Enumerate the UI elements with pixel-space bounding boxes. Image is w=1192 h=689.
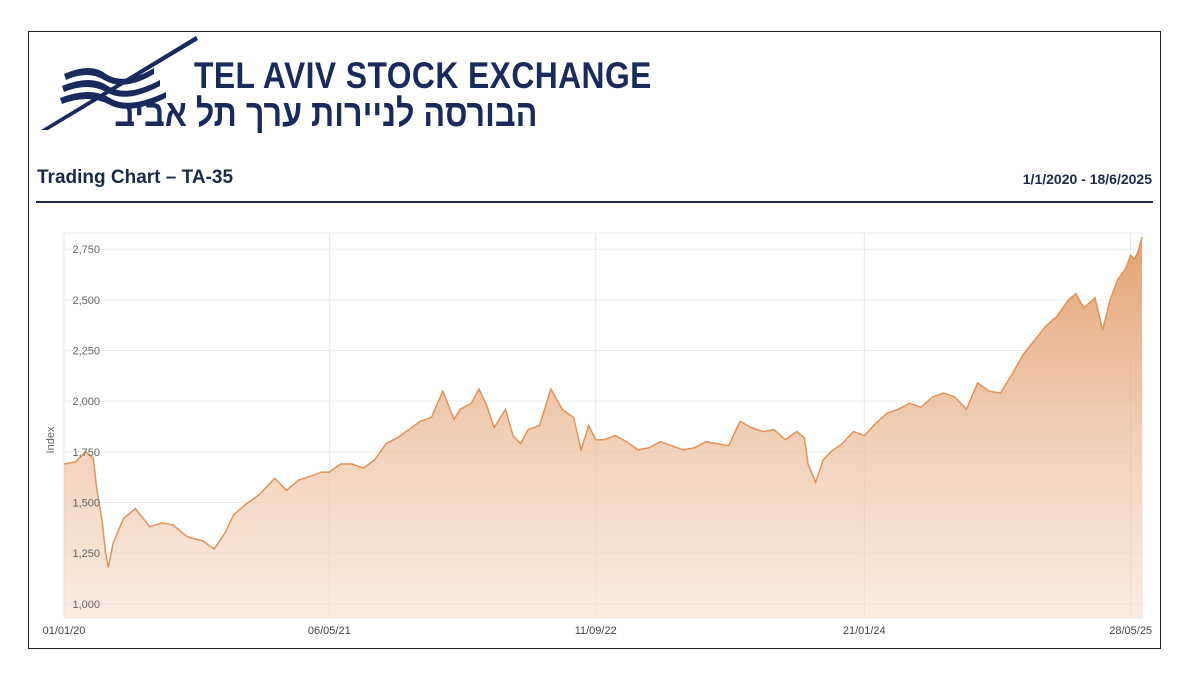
org-name-he: הבורסה לניירות ערך תל אביב xyxy=(114,93,538,135)
y-tick-label: 2,500 xyxy=(72,295,100,307)
series-area xyxy=(64,237,1142,618)
y-tick-label: 2,750 xyxy=(72,244,100,256)
chart-title: Trading Chart – TA-35 xyxy=(37,167,234,188)
ta35-area-chart: 1,000 1,250 1,500 1,750 2,000 2,250 2,500 2,750… xyxy=(43,232,1152,637)
date-range: 1/1/2020 - 18/6/2025 xyxy=(1022,171,1152,187)
x-tick-label: 28/05/25 xyxy=(1109,625,1152,637)
x-tick-label: 11/09/22 xyxy=(575,625,617,637)
header-divider xyxy=(36,201,1153,203)
series-line xyxy=(63,236,1143,568)
y-tick-label: 1,750 xyxy=(72,447,100,459)
x-axis-ticks: 01/01/20 06/05/21 11/09/22 21/01/24 28/05/25 xyxy=(43,625,1152,637)
x-tick-label: 06/05/21 xyxy=(308,625,351,637)
x-tick-label: 01/01/20 xyxy=(43,625,86,637)
y-tick-label: 2,250 xyxy=(72,346,100,358)
y-tick-label: 1,500 xyxy=(72,498,100,510)
y-tick-label: 1,250 xyxy=(72,548,100,560)
y-tick-label: 2,000 xyxy=(72,396,100,408)
y-tick-label: 1,000 xyxy=(72,599,100,611)
x-tick-label: 21/01/24 xyxy=(843,625,886,637)
y-axis-label: Index xyxy=(45,426,57,453)
tase-wave-logo-icon xyxy=(41,36,198,130)
org-name-en: TEL AVIV STOCK EXCHANGE xyxy=(194,55,652,96)
y-axis-ticks: 1,000 1,250 1,500 1,750 2,000 2,250 2,500 2,750 xyxy=(72,244,100,611)
